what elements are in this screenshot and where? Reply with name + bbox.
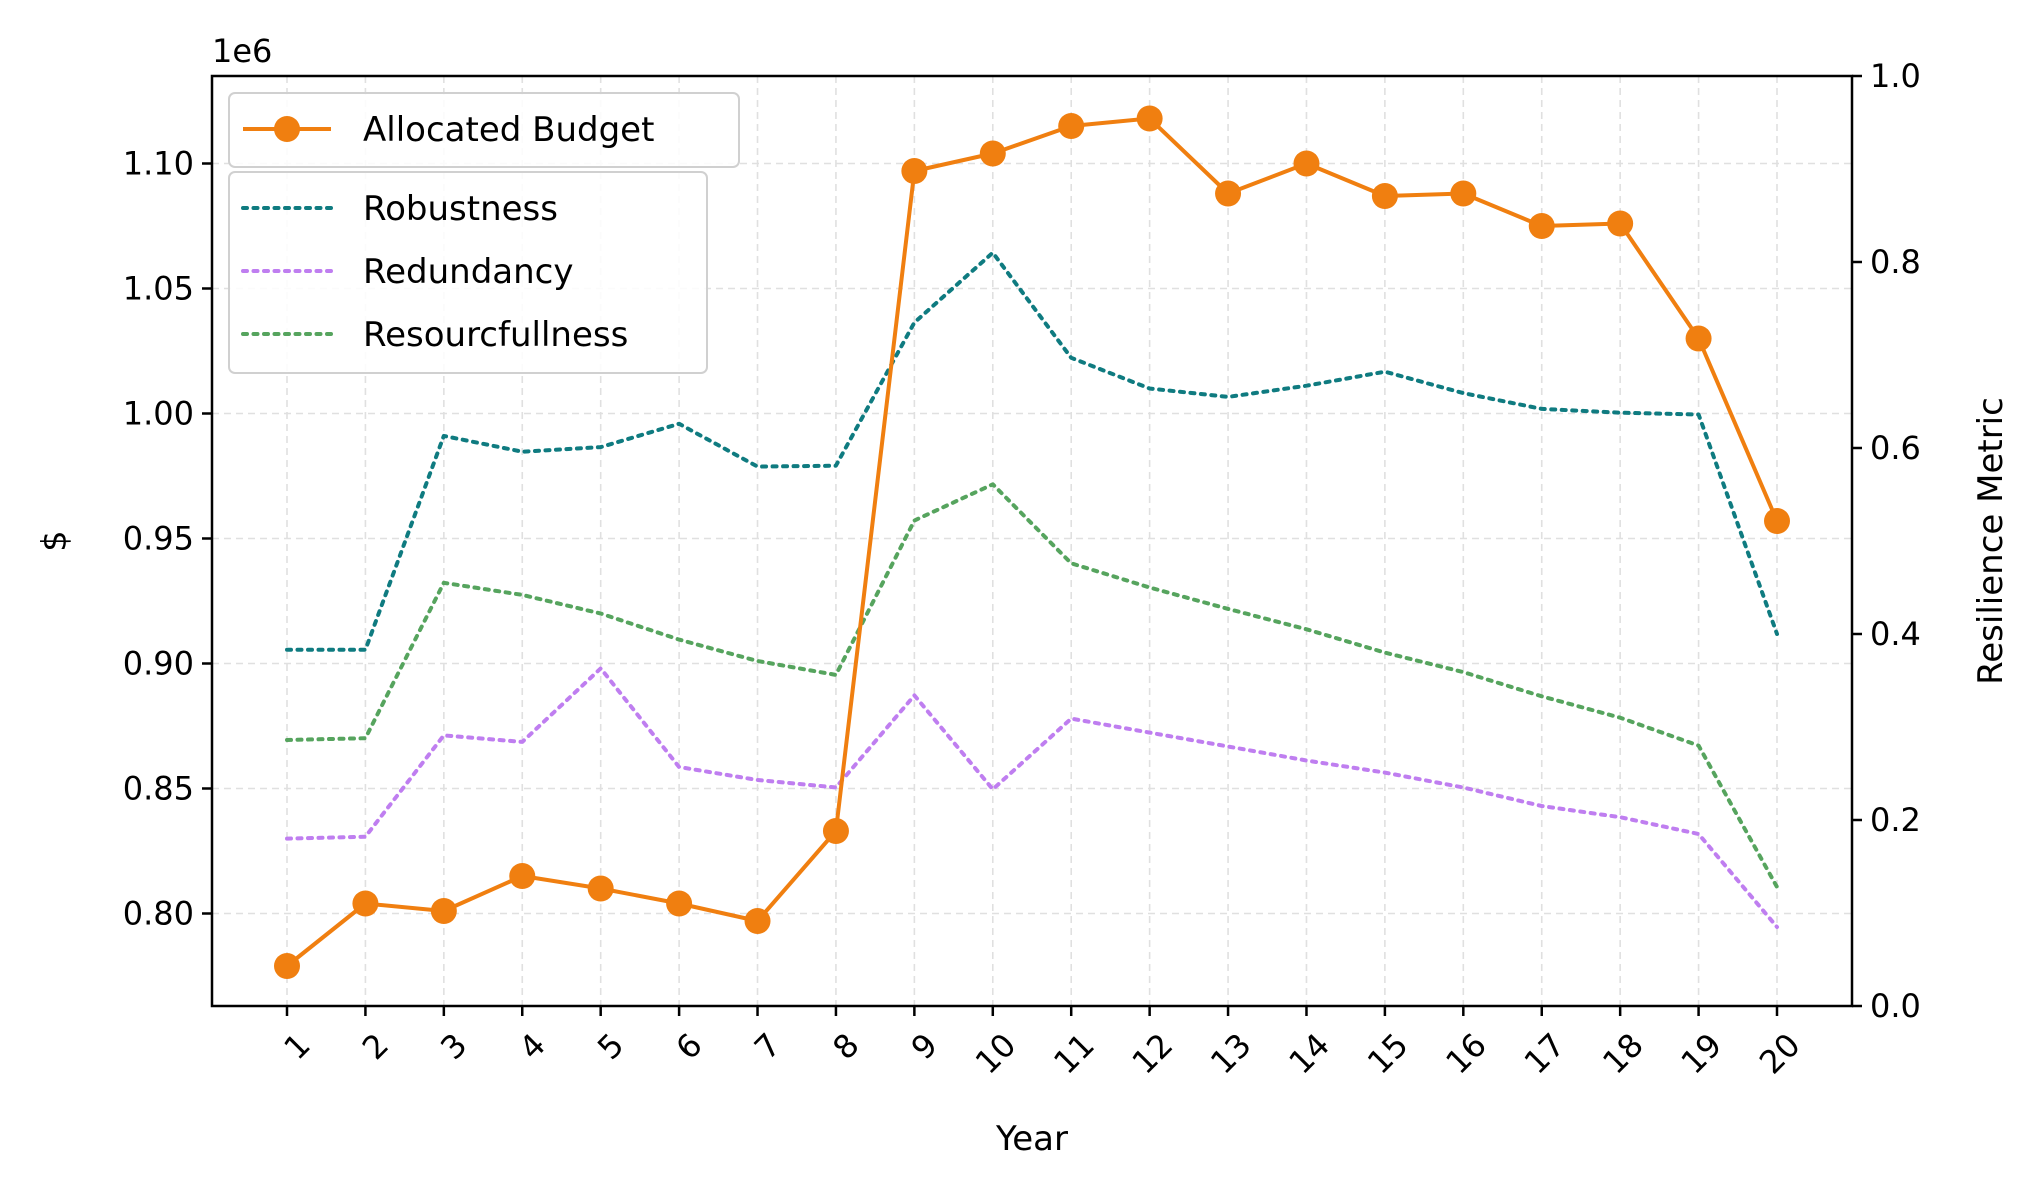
right-axis-title: Resilience Metric	[1971, 397, 2011, 685]
series-point-allocated-budget	[352, 890, 379, 917]
series-line-robustness	[285, 250, 1779, 652]
left-y-tick-label: 0.90	[123, 645, 194, 683]
series-point-allocated-budget	[1528, 213, 1555, 239]
right-y-tick-label: 0.0	[1870, 987, 1921, 1025]
left-y-tick-label: 1.00	[123, 395, 194, 433]
series-point-allocated-budget	[1215, 180, 1242, 207]
left-y-tick-label: 0.95	[123, 520, 194, 558]
left-y-tick-label: 1.05	[123, 270, 194, 308]
series-point-allocated-budget	[1685, 325, 1712, 352]
legend-metrics-box	[228, 171, 708, 374]
left-y-tick-label: 1.10	[123, 145, 194, 183]
series-line-allocated-budget	[285, 116, 1779, 968]
legend-budget-box	[228, 92, 740, 168]
series-point-allocated-budget	[274, 953, 300, 979]
series-layer	[274, 105, 1790, 979]
plot-frame	[210, 74, 1854, 1008]
right-y-tick-label: 1.0	[1870, 57, 1921, 95]
legend-budget: Allocated Budget	[228, 92, 740, 168]
x-axis-title: Year	[995, 1119, 1068, 1159]
series-point-allocated-budget	[1058, 113, 1085, 139]
series-point-allocated-budget	[1450, 180, 1477, 207]
series-point-allocated-budget	[666, 890, 693, 917]
legend-robustness-label: Robustness	[363, 189, 558, 229]
series-point-allocated-budget	[1764, 508, 1790, 534]
series-line-resourcfullness	[285, 482, 1779, 889]
series-point-allocated-budget	[979, 140, 1006, 167]
series-line-redundancy	[285, 666, 1779, 929]
legend-resourcfullness-label: Resourcfullness	[363, 315, 628, 355]
series-point-allocated-budget	[430, 898, 457, 924]
series-point-allocated-budget	[1293, 150, 1320, 177]
left-axis-title: $	[35, 530, 75, 552]
series-point-allocated-budget	[509, 863, 536, 889]
left-y-tick-label: 0.80	[123, 895, 194, 933]
left-axis-multiplier: 1e6	[212, 32, 272, 70]
right-y-tick-label: 0.6	[1870, 429, 1921, 467]
series-point-allocated-budget	[1136, 105, 1163, 132]
series-point-allocated-budget	[1607, 210, 1634, 237]
series-point-allocated-budget	[1371, 183, 1398, 209]
series-point-allocated-budget	[822, 818, 849, 844]
legend-budget-label: Allocated Budget	[363, 110, 654, 150]
left-y-tick-label: 0.85	[123, 770, 194, 808]
right-y-tick-label: 0.2	[1870, 801, 1921, 839]
legend-metrics: Robustness Redundancy Resourcfullness	[228, 171, 708, 374]
series-point-allocated-budget	[901, 158, 928, 184]
right-y-tick-label: 0.8	[1870, 243, 1921, 281]
legend-budget-marker	[274, 116, 300, 142]
legend-redundancy-label: Redundancy	[363, 252, 573, 292]
series-point-allocated-budget	[744, 908, 771, 934]
right-y-tick-label: 0.4	[1870, 615, 1921, 653]
grid	[212, 76, 1852, 1006]
series-point-allocated-budget	[587, 875, 614, 902]
